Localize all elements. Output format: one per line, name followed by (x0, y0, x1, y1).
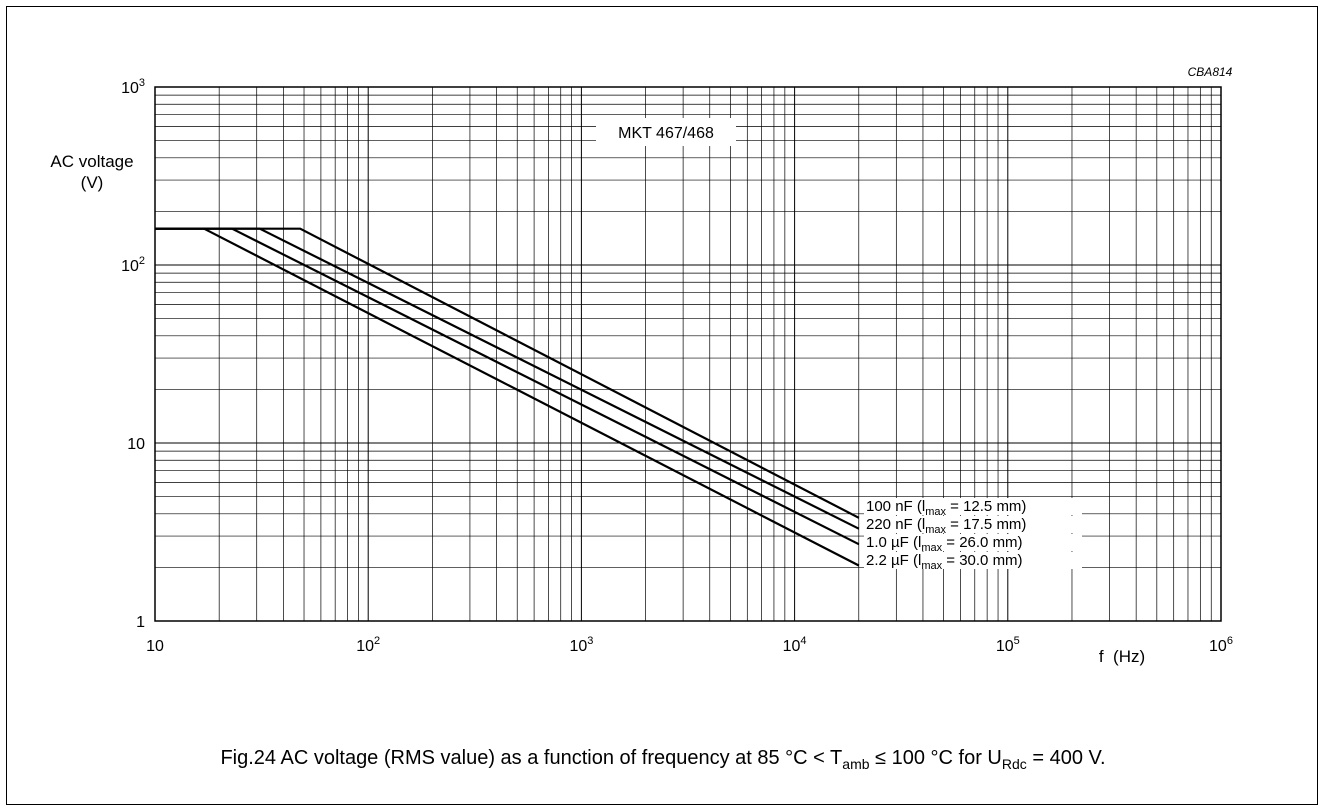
series-label: 2.2 µF (lmax = 30.0 mm) (866, 552, 1023, 572)
y-tick-label: 102 (121, 255, 145, 275)
y-tick-label: 10 (127, 436, 145, 453)
y-axis-label-line2: (V) (81, 173, 104, 192)
product-label: MKT 467/468 (618, 125, 714, 142)
x-tick-label: 103 (569, 635, 593, 655)
x-tick-label: 102 (356, 635, 380, 655)
figure-code: CBA814 (1188, 65, 1233, 79)
series-label-box (864, 516, 1082, 533)
caption-prefix: Fig.24 AC voltage (RMS value) as a funct… (220, 747, 843, 769)
series-label-box (864, 534, 1082, 551)
series-label: 220 nF (lmax = 17.5 mm) (866, 516, 1026, 536)
x-tick-label: 106 (1209, 635, 1233, 655)
y-tick-label: 103 (121, 77, 145, 97)
x-tick-label: 104 (783, 635, 807, 655)
caption-sub-rdc: Rdc (1001, 756, 1027, 772)
grid (155, 87, 1221, 621)
series-line (155, 227, 860, 530)
series-label-box (864, 498, 1082, 515)
product-label-group: MKT 467/468 (596, 118, 736, 146)
y-axis-label-line1: AC voltage (50, 152, 133, 171)
product-label-box (596, 118, 736, 146)
series-line (155, 227, 860, 519)
caption-sub-amb: amb (842, 756, 870, 772)
x-axis-unit-label: f (Hz) (1099, 647, 1145, 666)
x-tick-label: 10 (146, 638, 164, 655)
y-tick-label: 1 (136, 614, 145, 631)
series-label: 100 nF (lmax = 12.5 mm) (866, 498, 1026, 518)
series-label-box (864, 552, 1082, 569)
series-group: 100 nF (lmax = 12.5 mm)220 nF (lmax = 17… (155, 227, 1082, 572)
x-tick-label: 105 (996, 635, 1020, 655)
caption-middle: ≤ 100 °C for U (869, 747, 1002, 769)
caption-suffix: = 400 V. (1026, 747, 1106, 769)
plot-border (154, 86, 1222, 622)
figure-caption: Fig.24 AC voltage (RMS value) as a funct… (0, 747, 1326, 772)
figure-frame (6, 6, 1318, 805)
series-label: 1.0 µF (lmax = 26.0 mm) (866, 534, 1023, 554)
series-line (155, 227, 860, 567)
